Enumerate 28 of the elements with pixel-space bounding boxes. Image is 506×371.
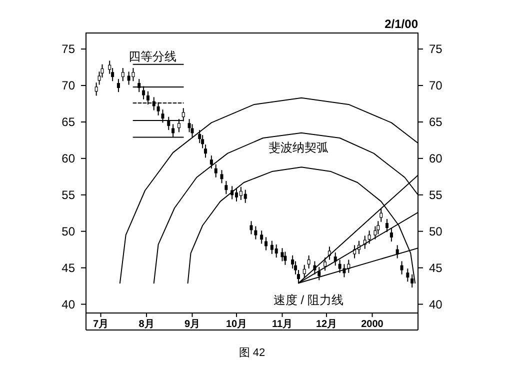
caption: 图 42 bbox=[238, 347, 266, 359]
y-tick-label: 60 bbox=[62, 151, 76, 166]
y-tick-label: 55 bbox=[62, 188, 76, 202]
y-tick-label: 75 bbox=[62, 42, 76, 56]
x-tick-label: 8月 bbox=[138, 319, 154, 330]
x-tick-label: 12月 bbox=[316, 319, 338, 330]
y-tick-label: 65 bbox=[62, 114, 76, 129]
y2-tick-label: 65 bbox=[429, 114, 443, 129]
x-tick-label: 11月 bbox=[272, 319, 293, 330]
annotation: 速度 / 阻力线 bbox=[273, 293, 344, 307]
y-tick-label: 45 bbox=[62, 260, 76, 275]
y2-tick-label: 55 bbox=[429, 188, 443, 202]
y2-tick-label: 60 bbox=[429, 151, 443, 166]
y2-tick-label: 40 bbox=[429, 297, 443, 312]
y-tick-label: 50 bbox=[62, 224, 76, 238]
x-tick-label: 9月 bbox=[184, 319, 200, 330]
y-tick-label: 70 bbox=[62, 78, 76, 92]
x-tick-label: 2000 bbox=[361, 319, 384, 330]
annotation: 斐波纳契弧 bbox=[268, 140, 328, 154]
y2-tick-label: 50 bbox=[429, 224, 443, 238]
y2-tick-label: 70 bbox=[429, 78, 443, 92]
annotation: 四等分线 bbox=[128, 49, 176, 64]
x-tick-label: 10月 bbox=[226, 319, 248, 330]
y2-tick-label: 75 bbox=[429, 42, 443, 56]
x-tick-label: 7月 bbox=[92, 319, 109, 330]
chart-title: 2/1/00 bbox=[384, 17, 418, 31]
y-tick-label: 40 bbox=[62, 297, 76, 312]
y2-tick-label: 45 bbox=[429, 260, 443, 275]
